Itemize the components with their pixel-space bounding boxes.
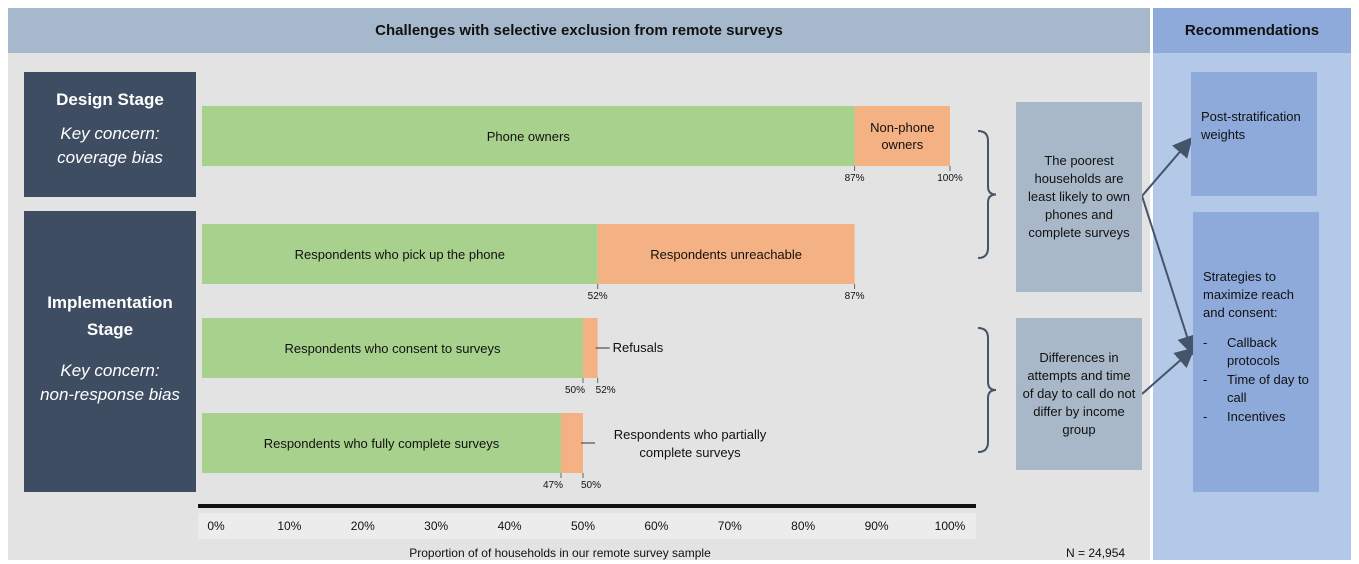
implementation-stage-title-line2: Stage (86, 320, 134, 339)
design-stage-box: Design Stage Key concern: coverage bias (24, 72, 196, 197)
bar-label: owners (881, 137, 923, 152)
strategy-item: - Incentives (1203, 408, 1309, 426)
end-value-label: 47% (543, 480, 563, 491)
bar-label: complete surveys (639, 445, 741, 460)
bar-segment (560, 413, 583, 473)
bar-segment (202, 224, 598, 284)
brace-nonresponse (977, 327, 997, 453)
bar-label: Phone owners (487, 129, 571, 144)
x-tick-label: 30% (424, 519, 448, 533)
concern-box-nonresponse: Differences in attempts and time of day … (1016, 318, 1142, 470)
strategy-item-text: Time of day to call (1227, 372, 1309, 405)
end-value-label: 52% (596, 385, 616, 396)
end-value-label: 52% (588, 291, 608, 302)
end-value-label: 100% (937, 173, 963, 184)
concern-text-coverage: The poorest households are least likely … (1028, 153, 1130, 240)
x-tick-label: 60% (644, 519, 668, 533)
x-tick-label: 20% (351, 519, 375, 533)
arrow-to-strategies-2 (1141, 347, 1196, 395)
implementation-stage-concern: non-response bias (40, 385, 180, 404)
implementation-stage-concern-label: Key concern: (60, 361, 160, 380)
x-tick-label: 70% (718, 519, 742, 533)
recommendations-title: Recommendations (1184, 22, 1320, 39)
implementation-stage-title-line1: Implementation (47, 293, 173, 312)
challenges-title: Challenges with selective exclusion from… (375, 22, 783, 39)
design-stage-concern: coverage bias (57, 148, 163, 167)
bar-label: Refusals (613, 340, 664, 355)
concern-text-nonresponse: Differences in attempts and time of day … (1022, 350, 1136, 437)
strategy-item-text: Incentives (1227, 409, 1286, 424)
bar-label: Respondents who pick up the phone (295, 247, 505, 262)
end-value-label: 50% (565, 385, 585, 396)
recommendation-strategies-intro: Strategies to maximize reach and consent… (1203, 269, 1295, 320)
x-axis-label: Proportion of of households in our remot… (409, 546, 711, 560)
bar-segment (202, 318, 583, 378)
recommendation-weights-box: Post-stratification weights (1191, 72, 1317, 196)
recommendation-strategies-box: Strategies to maximize reach and consent… (1193, 212, 1319, 492)
brace-coverage (977, 130, 997, 259)
x-tick-label: 40% (498, 519, 522, 533)
concern-box-coverage: The poorest households are least likely … (1016, 102, 1142, 292)
bar-segment (854, 106, 950, 166)
x-tick-label: 10% (277, 519, 301, 533)
recommendations-header: Recommendations (1153, 8, 1351, 53)
bullet-dash: - (1203, 335, 1208, 350)
bar-segment (597, 224, 855, 284)
bar-label: Respondents who partially (614, 427, 767, 442)
end-value-label: 87% (845, 291, 865, 302)
strategy-item: - Callback protocols (1203, 334, 1309, 370)
arrow-to-strategies-1 (1141, 195, 1197, 356)
x-tick-label: 100% (935, 519, 966, 533)
x-axis-band (198, 513, 976, 539)
strategies-list: - Callback protocols - Time of day to call… (1203, 334, 1309, 426)
x-tick-label: 0% (207, 519, 225, 533)
implementation-stage-box: Implementation Stage Key concern: non-re… (24, 211, 196, 492)
strategy-item: - Time of day to call (1203, 371, 1309, 407)
challenges-header: Challenges with selective exclusion from… (8, 8, 1150, 53)
recommendation-weights-text: Post-stratification weights (1201, 109, 1301, 142)
design-stage-title: Design Stage (56, 90, 164, 109)
x-axis-line (198, 504, 976, 508)
end-value-label: 87% (845, 173, 865, 184)
bar-segment (202, 413, 561, 473)
bullet-dash: - (1203, 409, 1208, 424)
bar-segment (202, 106, 855, 166)
bar-label: Respondents who fully complete surveys (264, 436, 500, 451)
strategy-item-text: Callback protocols (1227, 335, 1280, 368)
x-tick-label: 80% (791, 519, 815, 533)
bullet-dash: - (1203, 372, 1208, 387)
end-value-label: 50% (581, 480, 601, 491)
x-tick-label: 50% (571, 519, 595, 533)
design-stage-concern-label: Key concern: (60, 124, 160, 143)
sample-size-label: N = 24,954 (1066, 546, 1126, 560)
bar-label: Respondents unreachable (650, 247, 802, 262)
bar-label: Respondents who consent to surveys (284, 341, 501, 356)
bar-label: Non-phone (870, 120, 934, 135)
bar-segment (583, 318, 598, 378)
arrow-to-weights (1141, 136, 1193, 197)
x-tick-label: 90% (865, 519, 889, 533)
